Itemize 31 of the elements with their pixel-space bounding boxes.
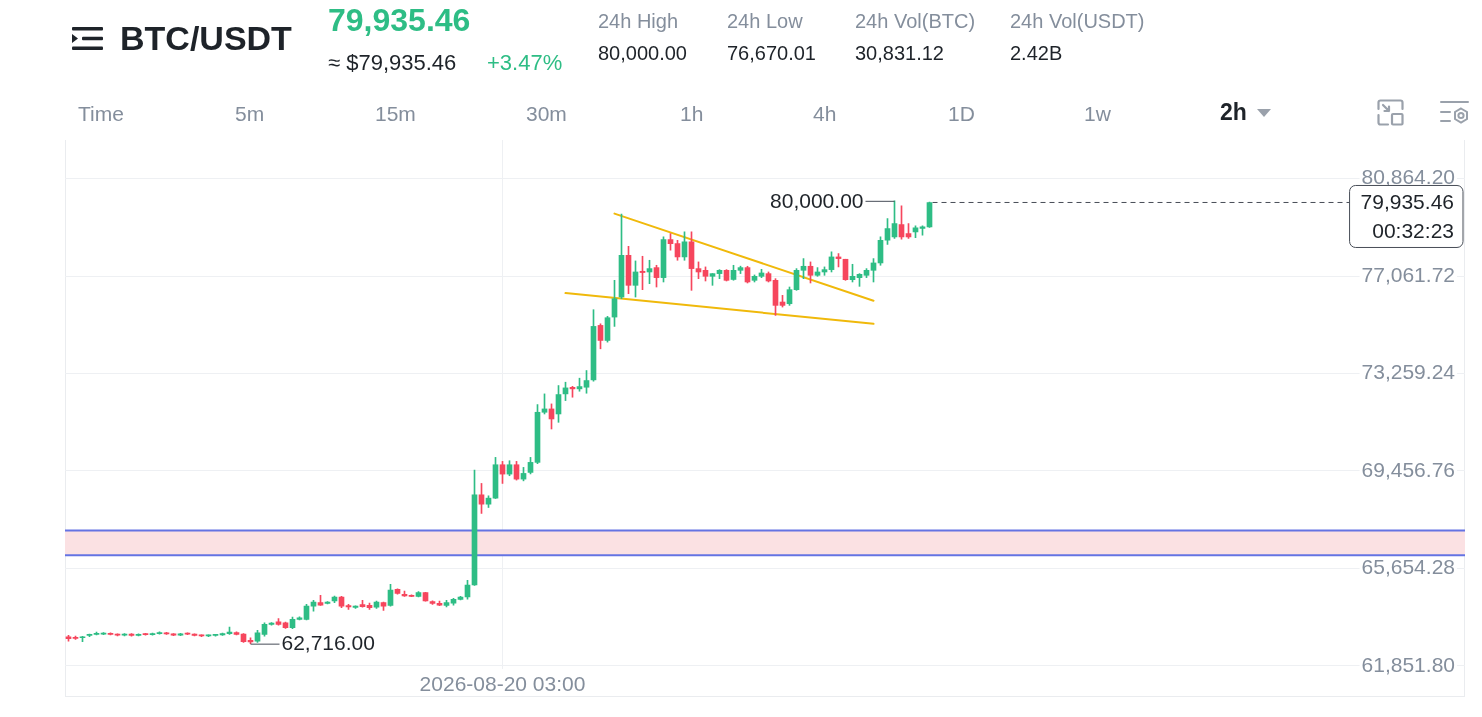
text: 5m bbox=[235, 102, 265, 125]
text: 30,831.12 bbox=[855, 42, 944, 64]
chart-title: BTC/USDT bbox=[120, 19, 292, 57]
y-tick-label: 65,654.28 bbox=[1361, 555, 1455, 579]
text: 1h bbox=[680, 102, 704, 125]
text: 30m bbox=[526, 102, 567, 125]
text: 76,670.01 bbox=[727, 42, 816, 64]
text: 2h bbox=[1220, 99, 1247, 125]
y-tick-label: 69,456.76 bbox=[1361, 457, 1455, 481]
y-tick-label: 61,851.80 bbox=[1361, 652, 1455, 676]
text: 24h High bbox=[598, 10, 679, 32]
text: 1D bbox=[948, 102, 975, 125]
annotation: 62,716.00 bbox=[281, 631, 375, 655]
text: 24h Vol(USDT) bbox=[1010, 10, 1145, 32]
text: 4h bbox=[813, 102, 837, 125]
y-tick-label: 73,259.24 bbox=[1361, 360, 1456, 384]
text: 2.42B bbox=[1010, 42, 1063, 64]
text: +3.47% bbox=[487, 50, 563, 75]
text: 80,000.00 bbox=[598, 42, 687, 64]
annotation: 80,000.00 bbox=[770, 188, 864, 212]
ref-line-label: 79,935.46 00:32:23 bbox=[1360, 190, 1454, 243]
text: ≈ $79,935.46 bbox=[328, 50, 457, 75]
chart-subtitle: 79,935.46 bbox=[328, 2, 471, 38]
text: 24h Vol(BTC) bbox=[855, 10, 976, 32]
text: 15m bbox=[375, 102, 416, 125]
y-tick-label: 77,061.72 bbox=[1361, 262, 1455, 286]
text: 24h Low bbox=[727, 10, 803, 32]
text: 1w bbox=[1084, 102, 1111, 125]
y-tick-label: 80,864.20 bbox=[1361, 165, 1455, 189]
text: Time bbox=[78, 102, 124, 125]
x-tick-label: 2026-08-20 03:00 bbox=[419, 672, 586, 696]
